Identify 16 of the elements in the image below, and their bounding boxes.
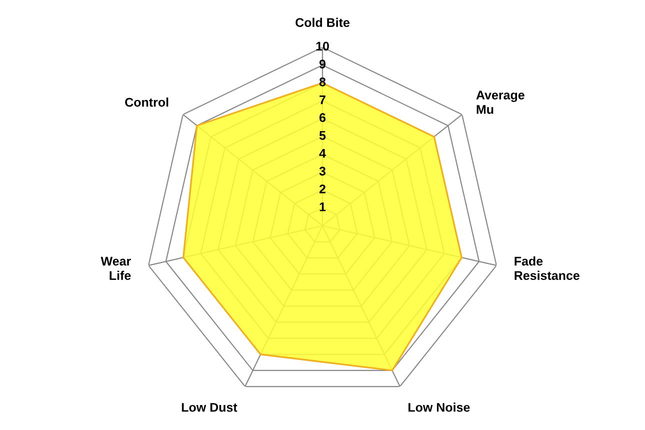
- spoke-label: Cold Bite: [296, 18, 350, 27]
- y-tick-label: 2: [319, 184, 326, 194]
- y-tick-label: 3: [319, 166, 326, 176]
- y-tick-label: 1: [320, 202, 326, 212]
- y-tick-label: 10: [316, 42, 329, 51]
- y-tick-label: 5: [319, 131, 326, 140]
- y-tick-label: 7: [320, 95, 326, 104]
- spoke-label: Low Dust: [182, 403, 238, 412]
- spoke-label: Control: [125, 98, 168, 107]
- y-tick-label: 4: [319, 149, 326, 158]
- spoke-label: Low Noise: [408, 402, 470, 412]
- y-tick-label: 9: [319, 60, 326, 68]
- spoke-label: Average Mu: [476, 90, 524, 114]
- y-tick-label: 6: [319, 113, 326, 122]
- spoke-label: Wear Life: [100, 256, 131, 280]
- spoke-label: Fade Resistance: [514, 256, 580, 280]
